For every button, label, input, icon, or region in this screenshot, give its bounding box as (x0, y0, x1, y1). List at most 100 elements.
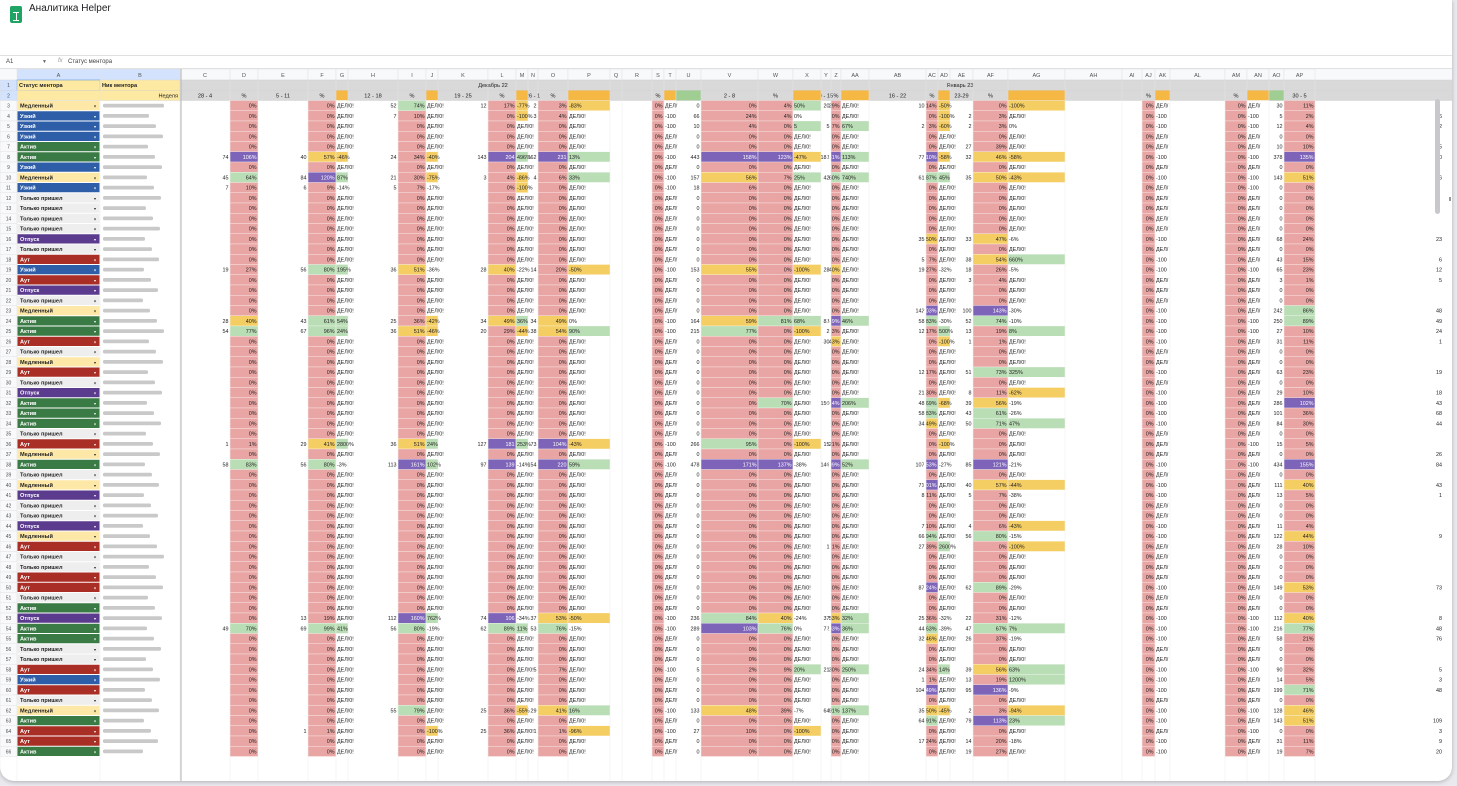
status-dropdown[interactable] (17, 480, 100, 490)
chevron-down-icon[interactable]: ▾ (94, 534, 96, 539)
table-row[interactable]: 56 Только пришел ▾ 0% 0% ДЕЛ/0! 0% ДЕЛ/0! 0% ДЕЛ/… (0, 643, 1316, 655)
mentor-nick-blurred[interactable] (103, 154, 155, 159)
table-row[interactable]: 8 Актив ▾ 74 106% 40 57% -46% 24 34% -40% 143 204 496… (0, 151, 1316, 163)
chevron-down-icon[interactable]: ▾ (94, 391, 96, 396)
table-row[interactable]: 4 Узкий ▾ 0% 0% ДЕЛ/0! 7 10% ДЕЛ/0! 0% -100% 3 4% ДЕЛ… (0, 110, 1316, 122)
status-dropdown[interactable] (17, 265, 100, 275)
table-row[interactable]: 23 Медленный ▾ 0% 0% ДЕЛ/0! 0% ДЕЛ/0! 0% ДЕЛ/0! 0%… (0, 305, 1316, 316)
total-header[interactable] (1268, 90, 1285, 101)
status-dropdown[interactable] (17, 172, 100, 182)
chevron-down-icon[interactable]: ▾ (94, 688, 96, 693)
chevron-down-icon[interactable]: ▼ (42, 59, 47, 65)
table-row[interactable]: 63 Актив ▾ 0% 0% ДЕЛ/0! 0% ДЕЛ/0! 0% ДЕЛ/0! 0% ДЕЛ/… (0, 715, 1316, 726)
table-row[interactable]: 15 Только пришел ▾ 0% 0% ДЕЛ/0! 0% ДЕЛ/0! 0% ДЕЛ/… (0, 223, 1316, 234)
table-row[interactable]: 7 Актив ▾ 0% 0% ДЕЛ/0! 0% ДЕЛ/0! 0% ДЕЛ/0! 0% ДЕЛ/0… (0, 141, 1316, 152)
status-dropdown[interactable] (17, 644, 100, 654)
chevron-down-icon[interactable]: ▾ (94, 565, 96, 570)
mentor-nick-blurred[interactable] (103, 257, 159, 262)
table-row[interactable]: 65 Аут ▾ 0% 0% ДЕЛ/0! 0% ДЕЛ/0! 0% ДЕЛ/0! 0% ДЕЛ/0!… (0, 735, 1316, 747)
status-dropdown[interactable] (17, 429, 100, 439)
table-row[interactable]: 49 Аут ▾ 0% 0% ДЕЛ/0! 0% ДЕЛ/0! 0% ДЕЛ/0! 0% ДЕЛ/0!… (0, 571, 1316, 583)
status-dropdown[interactable] (17, 726, 100, 736)
mentor-nick-blurred[interactable] (103, 677, 160, 682)
table-row[interactable]: 20 Аут ▾ 0% 0% ДЕЛ/0! 0% ДЕЛ/0! 0% ДЕЛ/0! 0% ДЕЛ/0!… (0, 274, 1316, 286)
table-row[interactable]: 59 Узкий ▾ 0% 0% ДЕЛ/0! 0% ДЕЛ/0! 0% ДЕЛ/0! 0% ДЕЛ/… (0, 674, 1316, 685)
chevron-down-icon[interactable]: ▾ (94, 175, 96, 180)
mentor-nick-blurred[interactable] (103, 175, 147, 180)
table-row[interactable]: 29 Аут ▾ 0% 0% ДЕЛ/0! 0% ДЕЛ/0! 0% ДЕЛ/0! 0% ДЕЛ/0!… (0, 366, 1316, 378)
status-dropdown[interactable] (17, 295, 100, 305)
status-dropdown[interactable] (17, 162, 100, 172)
mentor-nick-blurred[interactable] (103, 708, 159, 713)
chevron-down-icon[interactable]: ▾ (94, 647, 96, 652)
mentor-nick-blurred[interactable] (103, 298, 143, 303)
chevron-down-icon[interactable]: ▾ (94, 637, 96, 642)
mentor-nick-blurred[interactable] (103, 380, 155, 385)
mentor-nick-blurred[interactable] (103, 441, 153, 446)
status-dropdown[interactable] (17, 326, 100, 336)
status-dropdown[interactable] (17, 408, 100, 418)
status-dropdown[interactable] (17, 152, 100, 162)
mentor-nick-blurred[interactable] (103, 308, 150, 313)
growth-header[interactable] (937, 90, 951, 101)
status-dropdown[interactable] (17, 736, 100, 746)
status-dropdown[interactable] (17, 603, 100, 613)
status-dropdown[interactable] (17, 470, 100, 480)
chevron-down-icon[interactable]: ▾ (94, 350, 96, 355)
status-dropdown[interactable] (17, 203, 100, 213)
chevron-down-icon[interactable]: ▾ (94, 216, 96, 221)
status-dropdown[interactable] (17, 654, 100, 664)
mentor-nick-blurred[interactable] (103, 134, 163, 139)
status-dropdown[interactable] (17, 101, 100, 111)
chevron-down-icon[interactable]: ▾ (94, 555, 96, 560)
mentor-nick-blurred[interactable] (103, 626, 147, 631)
chevron-down-icon[interactable]: ▾ (94, 380, 96, 385)
chevron-down-icon[interactable]: ▾ (94, 257, 96, 262)
table-row[interactable]: 13 Только пришел ▾ 0% 0% ДЕЛ/0! 0% ДЕЛ/0! 0% ДЕЛ/… (0, 202, 1316, 214)
table-row[interactable]: 6 Узкий ▾ 0% 0% ДЕЛ/0! 0% ДЕЛ/0! 0% ДЕЛ/0! 0% ДЕЛ/0… (0, 131, 1316, 142)
mentor-nick-blurred[interactable] (103, 411, 154, 415)
mentor-nick-blurred[interactable] (103, 452, 160, 456)
mentor-nick-blurred[interactable] (103, 718, 144, 723)
header-week-cell[interactable] (16, 90, 181, 101)
chevron-down-icon[interactable]: ▾ (94, 585, 96, 590)
chevron-down-icon[interactable]: ▾ (94, 667, 96, 672)
chevron-down-icon[interactable]: ▾ (94, 483, 96, 488)
table-row[interactable]: 37 Медленный ▾ 0% 0% ДЕЛ/0! 0% ДЕЛ/0! 0% ДЕЛ/0! 0%… (0, 448, 1316, 460)
table-row[interactable]: 58 Аут ▾ 0% 0% ДЕЛ/0! 0% ДЕЛ/0! 0% ДЕЛ/0! 5 7% ДЕЛ/0… (0, 664, 1316, 675)
table-row[interactable]: 46 Аут ▾ 0% 0% ДЕЛ/0! 0% ДЕЛ/0! 0% ДЕЛ/0! 0% ДЕЛ/0!… (0, 541, 1316, 552)
mentor-nick-blurred[interactable] (103, 165, 162, 169)
chevron-down-icon[interactable]: ▾ (94, 749, 96, 754)
chevron-down-icon[interactable]: ▾ (94, 442, 96, 447)
mentor-nick-blurred[interactable] (103, 124, 156, 128)
chevron-down-icon[interactable]: ▾ (94, 544, 96, 549)
table-row[interactable]: 17 Только пришел ▾ 0% 0% ДЕЛ/0! 0% ДЕЛ/0! 0% ДЕЛ/… (0, 243, 1316, 255)
name-box[interactable]: A1 (6, 59, 14, 65)
mentor-nick-blurred[interactable] (103, 482, 159, 487)
mentor-nick-blurred[interactable] (103, 267, 144, 272)
table-row[interactable]: 48 Только пришел ▾ 0% 0% ДЕЛ/0! 0% ДЕЛ/0! 0% ДЕЛ/… (0, 561, 1316, 573)
status-dropdown[interactable] (17, 142, 100, 152)
mentor-nick-blurred[interactable] (103, 585, 163, 590)
mentor-nick-blurred[interactable] (103, 554, 164, 559)
spreadsheet-grid[interactable]: A B C D E F G H I J K L M N O P Q R S T U V W X Y Z AA AB AC AD AE AF AG… (0, 69, 1452, 781)
mentor-nick-blurred[interactable] (103, 236, 145, 241)
mentor-nick-blurred[interactable] (103, 359, 163, 364)
chevron-down-icon[interactable]: ▾ (94, 247, 96, 252)
chevron-down-icon[interactable]: ▾ (94, 360, 96, 365)
status-dropdown[interactable] (17, 439, 100, 449)
chevron-down-icon[interactable]: ▾ (94, 462, 96, 467)
table-row[interactable]: 52 Актив ▾ 0% 0% ДЕЛ/0! 0% ДЕЛ/0! 0% ДЕЛ/0! 0% ДЕЛ/… (0, 602, 1316, 614)
mentor-nick-blurred[interactable] (103, 277, 151, 282)
status-dropdown[interactable] (17, 306, 100, 316)
status-dropdown[interactable] (17, 111, 100, 121)
chevron-down-icon[interactable]: ▾ (94, 309, 96, 314)
status-dropdown[interactable] (17, 511, 100, 521)
table-row[interactable]: 22 Только пришел ▾ 0% 0% ДЕЛ/0! 0% ДЕЛ/0! 0% ДЕЛ/… (0, 295, 1316, 306)
status-dropdown[interactable] (17, 552, 100, 562)
mentor-nick-blurred[interactable] (103, 113, 149, 118)
growth-header[interactable] (663, 90, 677, 101)
chevron-down-icon[interactable]: ▾ (94, 606, 96, 611)
chevron-down-icon[interactable]: ▾ (94, 155, 96, 160)
sheets-logo-icon[interactable] (10, 6, 22, 23)
